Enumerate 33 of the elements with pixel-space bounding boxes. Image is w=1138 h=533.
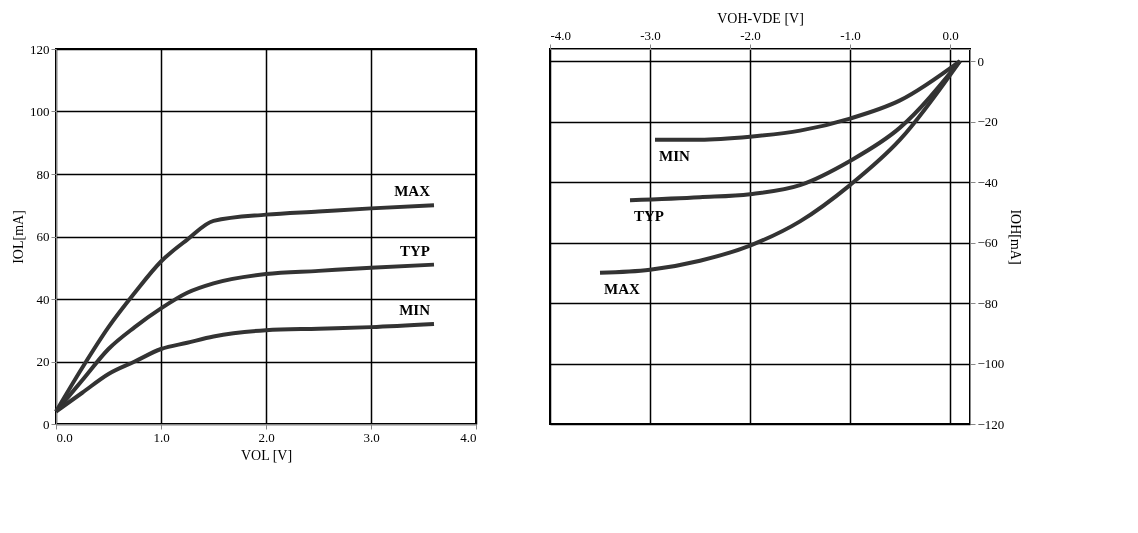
y-axis-title: IOL[mA] [11, 210, 26, 264]
x-tick-label: 1.0 [153, 429, 170, 445]
x-tick-label: 3.0 [363, 429, 380, 445]
series-label: MAX [604, 280, 640, 297]
y-tick-label: 0 [977, 53, 984, 69]
y-tick-label: 20 [36, 354, 50, 369]
y-tick-label: −80 [977, 295, 998, 311]
y-tick-label: 60 [36, 229, 50, 244]
x-tick-label: 0.0 [56, 429, 73, 445]
x-tick-label: -1.0 [840, 27, 861, 43]
series-label: MAX [394, 183, 431, 200]
y-tick-label: −20 [977, 114, 998, 130]
y-tick-label: −100 [977, 356, 1005, 372]
y-tick-label: −40 [977, 174, 998, 190]
y-tick-label: 100 [30, 104, 50, 119]
series-label: TYP [400, 242, 430, 259]
y-tick-label: 120 [30, 41, 50, 57]
x-axis-title: VOH-VDE [V] [717, 10, 804, 26]
y-tick-label: −60 [977, 235, 998, 251]
y-tick-label: −120 [977, 416, 1005, 432]
x-axis-title: VOL [V] [240, 447, 293, 463]
y-tick-label: 80 [36, 166, 50, 182]
x-tick-label: 4.0 [460, 429, 477, 445]
y-tick-label: 40 [36, 291, 50, 307]
x-tick-label: 0.0 [942, 27, 959, 43]
x-tick-label: 2.0 [258, 429, 275, 445]
x-tick-label: -2.0 [740, 27, 761, 43]
series-label: MIN [659, 147, 690, 164]
y-tick-label: 0 [43, 416, 50, 432]
series-label: MIN [399, 302, 431, 318]
x-tick-label: -4.0 [550, 27, 572, 43]
y-axis-title: IOH[mA] [1008, 209, 1024, 265]
x-tick-label: -3.0 [640, 27, 661, 43]
